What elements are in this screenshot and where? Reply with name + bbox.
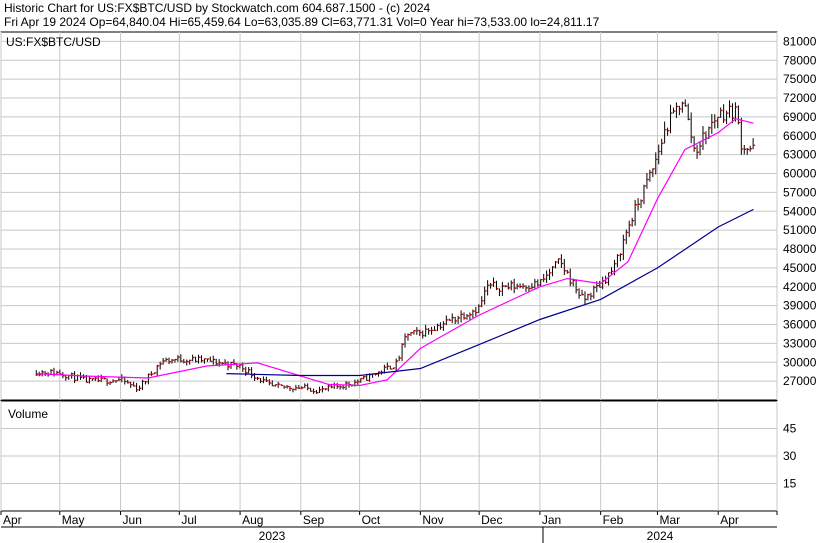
price-tick-label: 63000 [783, 148, 817, 162]
month-label: May [62, 513, 85, 527]
price-tick-label: 36000 [783, 318, 817, 332]
price-tick-label: 27000 [783, 374, 817, 388]
moving-averages [36, 118, 754, 387]
volume-tick-label: 30 [783, 449, 797, 463]
price-axis-labels: 27000 30000 33000 36000 39000 42000 45000 48000… [783, 34, 817, 388]
month-label: Sep [303, 513, 325, 527]
price-tick-label: 66000 [783, 129, 817, 143]
price-tick-label: 72000 [783, 91, 817, 105]
price-panel-frame [0, 31, 778, 401]
grid [0, 32, 778, 515]
volume-tick-label: 15 [783, 477, 797, 491]
month-label: Jun [123, 513, 142, 527]
chart-title: Historic Chart for US:FX$BTC/USD by Stoc… [4, 1, 431, 15]
month-label: Feb [603, 513, 624, 527]
year-label: 2023 [259, 529, 286, 543]
quote-summary: Fri Apr 19 2024 Op=64,840.04 Hi=65,459.6… [4, 15, 600, 29]
price-tick-label: 42000 [783, 280, 817, 294]
price-tick-label: 33000 [783, 336, 817, 350]
price-tick-label: 54000 [783, 204, 817, 218]
price-tick-label: 78000 [783, 53, 817, 67]
price-tick-label: 51000 [783, 223, 817, 237]
symbol-label: US:FX$BTC/USD [6, 35, 101, 49]
long-moving-average-line [226, 208, 754, 377]
year-axis-labels: 2023 2024 [259, 529, 674, 543]
volume-label: Volume [8, 407, 48, 421]
price-tick-label: 45000 [783, 261, 817, 275]
price-tick-label: 60000 [783, 167, 817, 181]
price-tick-label: 81000 [783, 34, 817, 48]
volume-tick-label: 45 [783, 422, 797, 436]
price-tick-label: 75000 [783, 72, 817, 86]
short-moving-average-line [36, 118, 754, 387]
month-label: Apr [720, 513, 739, 527]
month-label: Oct [362, 513, 381, 527]
month-label: Aug [242, 513, 263, 527]
price-tick-label: 69000 [783, 110, 817, 124]
year-label: 2024 [647, 529, 674, 543]
month-label: Mar [659, 513, 680, 527]
month-label: Nov [422, 513, 443, 527]
month-label: Jul [181, 513, 196, 527]
price-tick-label: 39000 [783, 299, 817, 313]
price-tick-label: 48000 [783, 242, 817, 256]
month-label: Jan [542, 513, 561, 527]
price-bars [35, 99, 756, 394]
price-tick-label: 57000 [783, 185, 817, 199]
price-tick-label: 30000 [783, 355, 817, 369]
month-axis-labels: Apr May Jun Jul Aug Sep Oct Nov Dec Jan Feb Mar Apr [3, 513, 739, 527]
volume-axis-labels: 15 30 45 [783, 422, 797, 491]
month-label: Apr [3, 513, 22, 527]
month-label: Dec [481, 513, 502, 527]
